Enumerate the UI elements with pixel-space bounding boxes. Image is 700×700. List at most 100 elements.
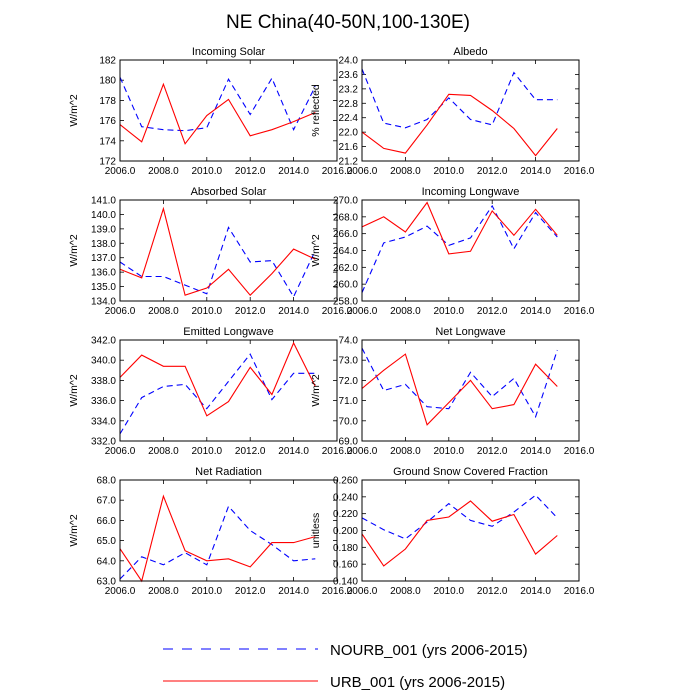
albedo-ytick-label: 23.6	[339, 70, 359, 81]
ground-snow-covered-fraction-xtick-label: 2010.0	[434, 586, 465, 597]
ground-snow-covered-fraction-ytick-label: 0.180	[333, 543, 358, 554]
incoming-longwave-xtick-label: 2014.0	[520, 306, 551, 317]
net-longwave-series-urb-001	[361, 353, 558, 426]
absorbed-solar-xtick-label: 2006.0	[105, 306, 136, 317]
incoming-solar-series-urb-001	[119, 82, 316, 145]
emitted-longwave-ytick-label: 342.0	[91, 336, 116, 347]
net-longwave-xtick-label: 2014.0	[520, 446, 551, 457]
ground-snow-covered-fraction-ylabel: unitless	[310, 513, 322, 549]
albedo-ytick-label: 24.0	[339, 56, 359, 67]
incoming-solar-ytick-label: 172	[99, 157, 116, 168]
absorbed-solar-ytick-label: 138.0	[91, 239, 116, 250]
net-longwave-ylabel: W/m^2	[310, 374, 322, 407]
absorbed-solar-plot-frame	[119, 199, 338, 302]
ground-snow-covered-fraction-ytick-label: 0.140	[333, 577, 358, 588]
incoming-longwave-xtick-label: 2006.0	[347, 306, 378, 317]
incoming-solar-ytick-label: 180	[99, 76, 116, 87]
incoming-solar-xtick-label: 2008.0	[148, 166, 179, 177]
absorbed-solar-ytick-label: 140.0	[91, 210, 116, 221]
incoming-longwave-ytick-label: 262.0	[333, 263, 358, 274]
net-radiation-series-urb-001	[119, 494, 316, 583]
net-radiation-ytick-label: 67.0	[97, 496, 117, 507]
ground-snow-covered-fraction-ytick-label: 0.240	[333, 492, 358, 503]
incoming-longwave-ytick-label: 264.0	[333, 246, 358, 257]
absorbed-solar-series-urb-001	[119, 206, 316, 297]
albedo-series-urb-001	[361, 93, 558, 157]
chart-absorbed-solar: Absorbed Solar W/m^2 134.0 135.0 136.0 137.0 1…	[68, 186, 353, 317]
incoming-solar-xtick-label: 2006.0	[105, 166, 136, 177]
incoming-solar-xtick-label: 2010.0	[192, 166, 223, 177]
net-longwave-xtick-label: 2006.0	[347, 446, 378, 457]
ground-snow-covered-fraction-xtick-label: 2008.0	[390, 586, 421, 597]
net-radiation-xtick-label: 2016.0	[322, 586, 353, 597]
legend: NOURB_001 (yrs 2006-2015) URB_001 (yrs 2…	[163, 642, 528, 691]
absorbed-solar-ytick-label: 135.0	[91, 282, 116, 293]
albedo-ylabel: % reflected	[310, 84, 322, 137]
incoming-longwave-xtick-label: 2012.0	[477, 306, 508, 317]
legend-nourb-label: NOURB_001 (yrs 2006-2015)	[330, 642, 528, 659]
emitted-longwave-xtick-label: 2016.0	[322, 446, 353, 457]
chart-net-longwave: Net Longwave W/m^2 69.0 70.0 71.0 72.0 73.0 74.…	[310, 326, 595, 457]
ground-snow-covered-fraction-ytick-label: 0.260	[333, 476, 358, 487]
absorbed-solar-ytick-label: 136.0	[91, 268, 116, 279]
emitted-longwave-title: Emitted Longwave	[183, 326, 274, 338]
net-radiation-series-nourb-001	[119, 505, 316, 580]
incoming-longwave-ytick-label: 270.0	[333, 196, 358, 207]
absorbed-solar-xtick-label: 2010.0	[192, 306, 223, 317]
emitted-longwave-xtick-label: 2010.0	[192, 446, 223, 457]
ground-snow-covered-fraction-ytick-label: 0.220	[333, 509, 358, 520]
ground-snow-covered-fraction-xtick-label: 2016.0	[564, 586, 595, 597]
net-radiation-ytick-label: 66.0	[97, 516, 117, 527]
figure-title: NE China(40-50N,100-130E)	[226, 12, 470, 33]
incoming-solar-plot-frame	[119, 59, 338, 162]
ground-snow-covered-fraction-series-nourb-001	[361, 494, 558, 540]
ground-snow-covered-fraction-plot-frame	[361, 479, 580, 582]
net-longwave-ytick-label: 69.0	[339, 437, 359, 448]
chart-incoming-solar: Incoming Solar W/m^2 172 174 176 178 180 182 200…	[68, 46, 353, 177]
incoming-solar-ylabel: W/m^2	[68, 94, 80, 127]
incoming-longwave-ylabel: W/m^2	[310, 234, 322, 267]
net-longwave-xtick-label: 2008.0	[390, 446, 421, 457]
incoming-solar-ytick-label: 178	[99, 96, 116, 107]
panel-grid: Incoming Solar W/m^2 172 174 176 178 180 182 200…	[68, 46, 595, 597]
absorbed-solar-title: Absorbed Solar	[191, 186, 267, 198]
net-longwave-plot-frame	[361, 339, 580, 442]
ground-snow-covered-fraction-series-urb-001	[361, 500, 558, 567]
emitted-longwave-xtick-label: 2014.0	[278, 446, 309, 457]
legend-urb-label: URB_001 (yrs 2006-2015)	[330, 674, 505, 691]
albedo-plot-frame	[361, 59, 580, 162]
emitted-longwave-xtick-label: 2008.0	[148, 446, 179, 457]
ground-snow-covered-fraction-title: Ground Snow Covered Fraction	[393, 466, 548, 478]
emitted-longwave-ytick-label: 336.0	[91, 396, 116, 407]
incoming-solar-xtick-label: 2012.0	[235, 166, 266, 177]
incoming-longwave-ytick-label: 268.0	[333, 212, 358, 223]
albedo-series-nourb-001	[361, 68, 558, 129]
absorbed-solar-xtick-label: 2014.0	[278, 306, 309, 317]
emitted-longwave-ytick-label: 334.0	[91, 416, 116, 427]
net-longwave-title: Net Longwave	[435, 326, 505, 338]
net-longwave-ytick-label: 74.0	[339, 336, 359, 347]
net-radiation-ytick-label: 63.0	[97, 577, 117, 588]
incoming-longwave-ytick-label: 260.0	[333, 280, 358, 291]
incoming-longwave-ytick-label: 266.0	[333, 229, 358, 240]
chart-incoming-longwave: Incoming Longwave W/m^2 258.0 260.0 262.0 264…	[310, 186, 595, 317]
emitted-longwave-xtick-label: 2012.0	[235, 446, 266, 457]
incoming-longwave-ytick-label: 258.0	[333, 297, 358, 308]
incoming-longwave-title: Incoming Longwave	[422, 186, 520, 198]
emitted-longwave-ytick-label: 338.0	[91, 376, 116, 387]
incoming-solar-xtick-label: 2014.0	[278, 166, 309, 177]
absorbed-solar-xtick-label: 2008.0	[148, 306, 179, 317]
chart-net-radiation: Net Radiation W/m^2 63.0 64.0 65.0 66.0 67.0 68…	[68, 466, 353, 597]
net-longwave-ytick-label: 71.0	[339, 396, 359, 407]
chart-ground-snow-covered-fraction: Ground Snow Covered Fraction unitless 0.14…	[310, 466, 595, 597]
incoming-longwave-series-urb-001	[361, 201, 558, 255]
chart-albedo: Albedo % reflected 21.2 21.6 22.0 22.4 22.8 23.…	[310, 46, 595, 177]
ground-snow-covered-fraction-ytick-label: 0.160	[333, 560, 358, 571]
net-radiation-xtick-label: 2010.0	[192, 586, 223, 597]
incoming-solar-title: Incoming Solar	[192, 46, 266, 58]
net-longwave-ytick-label: 72.0	[339, 376, 359, 387]
net-radiation-xtick-label: 2006.0	[105, 586, 136, 597]
ground-snow-covered-fraction-ytick-label: 0.200	[333, 526, 358, 537]
albedo-xtick-label: 2016.0	[564, 166, 595, 177]
